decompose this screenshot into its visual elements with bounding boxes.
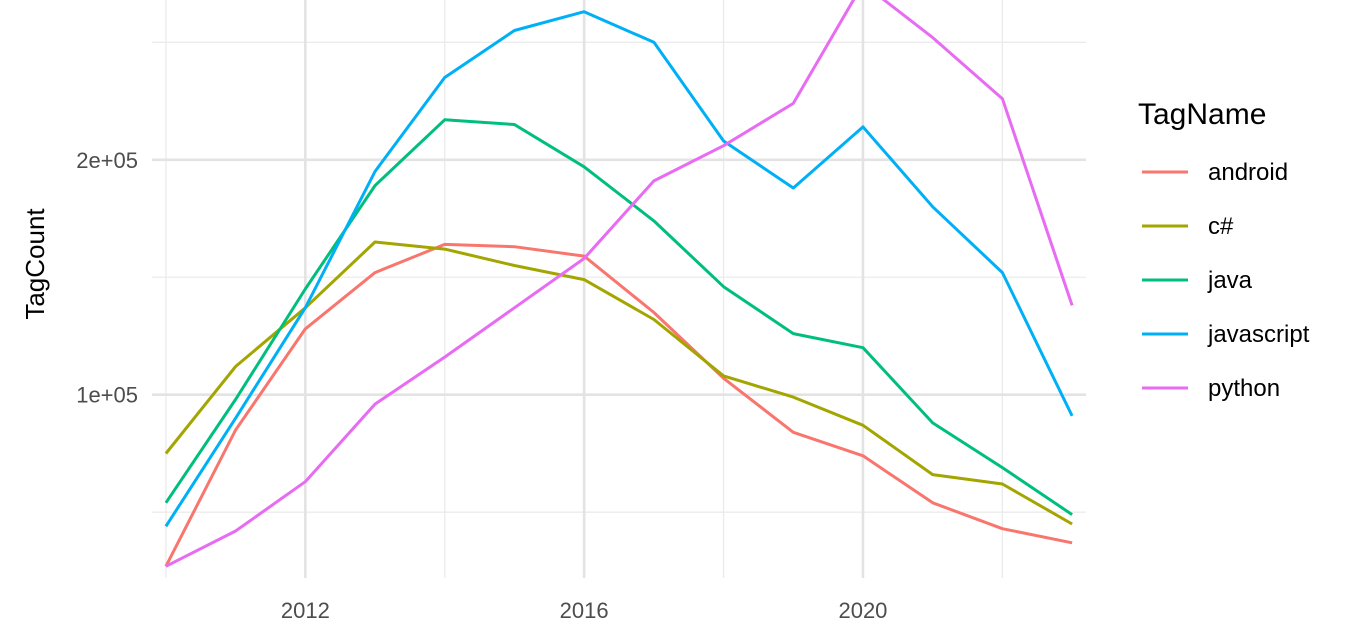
x-tick-label: 2016 (560, 598, 609, 623)
legend-title: TagName (1138, 98, 1266, 131)
legend-item: java (1142, 267, 1253, 294)
x-tick-label: 2020 (838, 598, 887, 623)
legend-item: android (1142, 159, 1288, 186)
legend: TagName android c# java javascript python (1138, 98, 1310, 402)
series-line-java (164, 118, 1073, 516)
y-axis-title: TagCount (20, 208, 50, 320)
legend-item: python (1142, 375, 1280, 402)
x-tick-label: 2012 (281, 598, 330, 623)
legend-label: android (1208, 159, 1288, 186)
series-line-python (165, 0, 1074, 568)
legend-item: javascript (1142, 321, 1310, 348)
grid (152, 0, 1086, 578)
series-line-csharp (164, 240, 1073, 526)
axes: 2012 2016 2020 1e+05 2e+05 (76, 148, 887, 623)
y-tick-label: 2e+05 (76, 148, 138, 173)
series-line-javascript (164, 10, 1074, 528)
legend-label: java (1207, 267, 1253, 294)
series-lines (164, 0, 1074, 568)
legend-label: javascript (1207, 321, 1310, 348)
legend-item: c# (1142, 213, 1234, 240)
series-line-android (164, 242, 1073, 567)
legend-label: c# (1208, 213, 1234, 240)
y-tick-label: 1e+05 (76, 383, 138, 408)
legend-label: python (1208, 375, 1280, 402)
